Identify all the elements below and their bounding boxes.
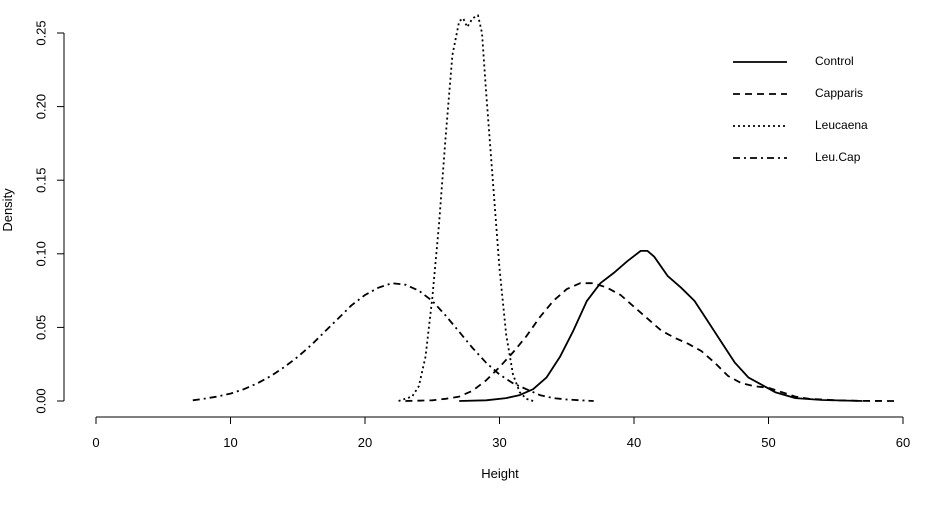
x-tick-label: 30 [492,435,506,450]
series-line-capparis [405,282,897,402]
series-line-leu-cap [192,282,594,402]
x-tick-label: 0 [92,435,99,450]
legend-label: Control [815,54,854,68]
y-tick-label: 0.00 [33,388,48,413]
legend-label: Leu.Cap [815,150,861,164]
x-tick-label: 60 [896,435,910,450]
y-tick-label: 0.10 [33,241,48,266]
y-axis: 0.00 0.05 0.10 0.15 0.20 0.25 [33,20,65,414]
x-axis: 0 10 20 30 40 50 60 [92,416,910,450]
series-line-control [459,249,863,402]
legend-label: Leucaena [815,118,868,132]
y-axis-label: Density [0,188,15,232]
x-tick-label: 40 [627,435,641,450]
y-tick-label: 0.05 [33,315,48,340]
x-tick-label: 20 [358,435,372,450]
y-tick-label: 0.20 [33,94,48,119]
series-line-leucaena [398,14,534,402]
x-tick-label: 50 [761,435,775,450]
x-tick-label: 10 [223,435,237,450]
y-tick-label: 0.25 [33,20,48,45]
legend: Control Capparis Leucaena Leu.Cap [733,54,868,164]
legend-label: Capparis [815,86,863,100]
x-axis-label: Height [481,466,519,481]
series-group [192,14,897,402]
y-tick-label: 0.15 [33,168,48,193]
